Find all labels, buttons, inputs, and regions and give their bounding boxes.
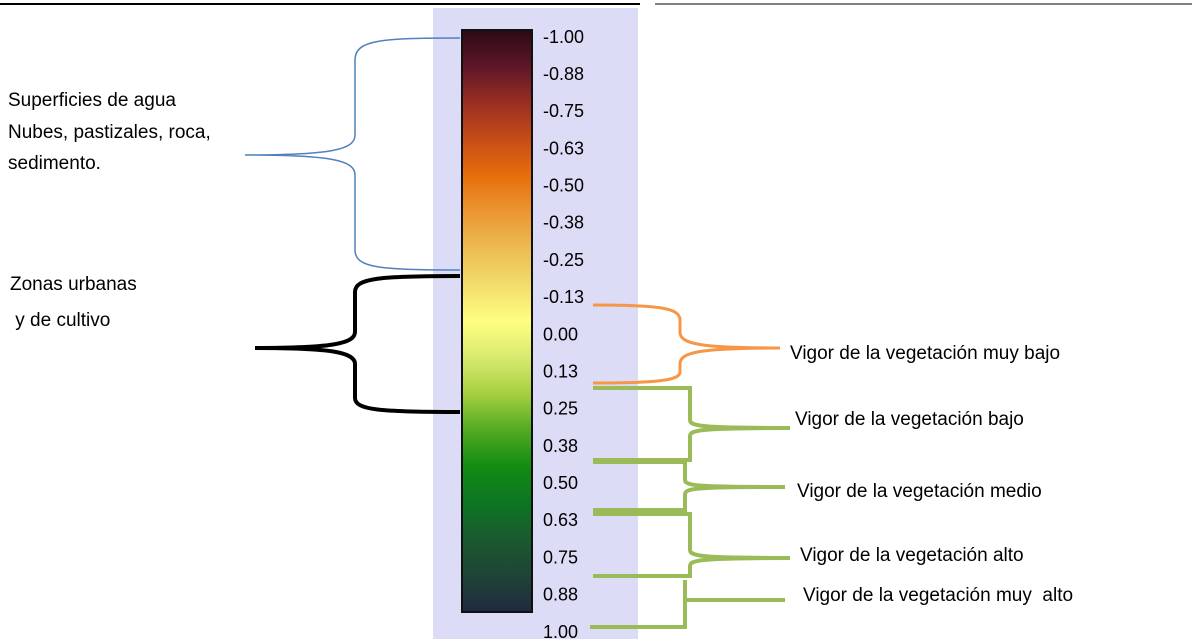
legend-label: 0.13	[543, 361, 578, 381]
low-brace	[593, 386, 791, 462]
note: sedimento.	[8, 153, 101, 174]
legend-label: -0.75	[543, 101, 584, 121]
legend-label: 0.25	[543, 399, 578, 419]
very-high-brace	[590, 580, 785, 629]
legend-label: 0.50	[543, 473, 578, 493]
high-brace	[593, 512, 791, 578]
note: Vigor de la vegetación muy bajo	[790, 343, 1060, 364]
legend-label: 0.00	[543, 324, 578, 344]
note: Nubes, pastizales, roca,	[8, 122, 211, 143]
legend-label: -0.25	[543, 250, 584, 270]
note: Vigor de la vegetación bajo	[795, 409, 1024, 430]
note: Vigor de la vegetación alto	[800, 545, 1024, 566]
legend-label: 0.75	[543, 547, 578, 567]
note: Zonas urbanas	[10, 274, 137, 295]
urban-brace	[254, 274, 461, 414]
legend-label: -0.38	[543, 213, 584, 233]
medium-brace	[593, 460, 786, 512]
note: Vigor de la vegetación muy alto	[803, 585, 1073, 606]
very-low-brace	[592, 303, 781, 385]
legend-label: 0.38	[543, 436, 578, 456]
water-brace	[244, 37, 461, 271]
legend-label: -0.13	[543, 287, 584, 307]
legend-label: -1.00	[543, 27, 584, 47]
note: Vigor de la vegetación medio	[797, 481, 1042, 502]
note: y de cultivo	[10, 310, 110, 331]
color-bar	[461, 29, 533, 613]
legend-label: -0.88	[543, 64, 584, 84]
legend-label: 0.63	[543, 510, 578, 530]
legend-label: -0.50	[543, 176, 584, 196]
legend-label: 1.00	[543, 622, 578, 639]
legend-label: -0.63	[543, 138, 584, 158]
legend-label: 0.88	[543, 585, 578, 605]
note: Superficies de agua	[8, 90, 176, 111]
